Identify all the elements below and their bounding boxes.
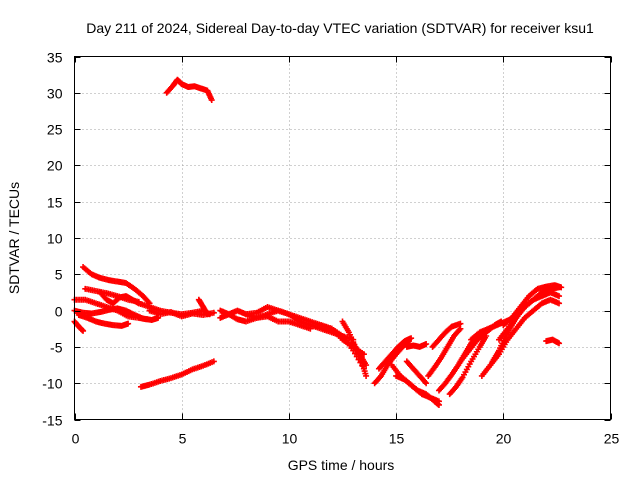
y-axis-label: SDTVAR / TECUs — [6, 182, 22, 294]
data-point — [457, 325, 464, 332]
data-point — [435, 398, 442, 405]
series-arc23 — [403, 340, 430, 350]
y-tick-label: -15 — [42, 413, 62, 429]
series-arc01 — [163, 76, 215, 104]
data-point — [208, 97, 215, 104]
data-point — [457, 320, 464, 327]
data-point — [408, 335, 415, 342]
y-tick-label: -10 — [42, 376, 62, 392]
data-point — [204, 311, 211, 318]
axis-ticks: 0 5 10 15 20 25 -15 -10 -5 0 5 10 15 20 25 30 35 — [42, 50, 619, 447]
data-point — [423, 380, 430, 387]
y-tick-label: 25 — [47, 122, 63, 138]
data-point — [80, 327, 87, 334]
data-point — [210, 309, 217, 316]
series-arc07 — [75, 311, 132, 329]
series-arc33 — [500, 282, 565, 329]
y-tick-label: 10 — [47, 231, 63, 247]
data-point — [556, 340, 563, 347]
data-point — [210, 358, 217, 365]
series-arc10 — [146, 307, 217, 320]
data-point — [423, 340, 430, 347]
series-arc03 — [80, 264, 153, 307]
y-tick-label: 35 — [47, 50, 63, 66]
data-point — [125, 320, 132, 327]
series-arc34 — [543, 336, 563, 347]
y-tick-label: 5 — [55, 267, 63, 283]
series-arc02 — [137, 358, 217, 390]
x-tick-label: 5 — [179, 431, 187, 447]
series-arc25 — [425, 325, 464, 379]
y-tick-label: 15 — [47, 195, 63, 211]
data-points — [71, 76, 565, 408]
data-point — [363, 372, 370, 379]
data-point — [556, 293, 563, 300]
x-tick-label: 15 — [389, 431, 405, 447]
grid-lines — [74, 56, 611, 420]
y-tick-label: 20 — [47, 158, 63, 174]
x-axis-label: GPS time / hours — [288, 457, 395, 473]
series-arc21 — [393, 372, 442, 405]
series-arc19 — [375, 335, 415, 372]
series-arc08 — [71, 318, 87, 334]
x-tick-label: 0 — [72, 431, 80, 447]
x-tick-label: 20 — [496, 431, 512, 447]
data-point — [558, 284, 565, 291]
data-point — [556, 300, 563, 307]
data-point — [363, 362, 370, 369]
series-arc30 — [478, 296, 563, 379]
series-arc27 — [446, 333, 490, 398]
y-tick-label: 30 — [47, 86, 63, 102]
series-arc11 — [195, 296, 211, 318]
y-tick-label: 0 — [55, 304, 63, 320]
series-arc24 — [429, 320, 464, 350]
chart-title: Day 211 of 2024, Sidereal Day-to-day VTE… — [86, 20, 594, 36]
series-arc22 — [403, 358, 430, 387]
x-tick-label: 10 — [282, 431, 298, 447]
series-arc17 — [350, 340, 370, 369]
x-tick-label: 25 — [604, 431, 620, 447]
y-tick-label: -5 — [50, 340, 63, 356]
